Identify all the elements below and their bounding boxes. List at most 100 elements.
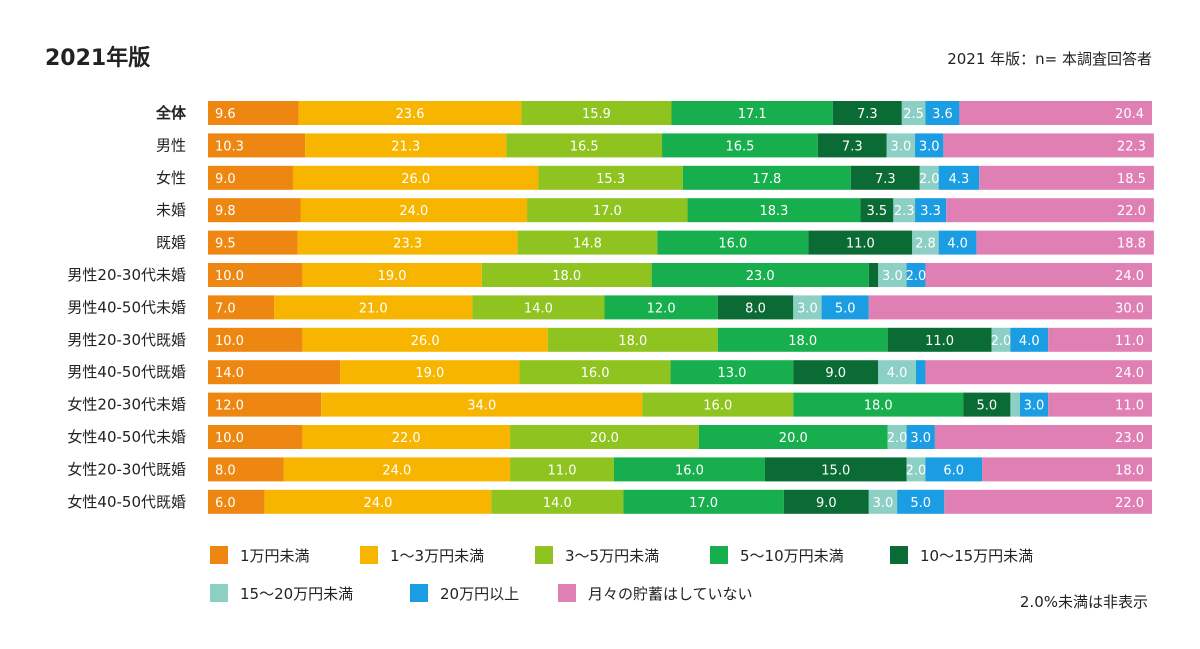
data-label: 15.0: [821, 463, 850, 478]
legend-row-2: 15～20万円未満 20万円以上 月々の貯蓄はしていない: [210, 583, 1070, 603]
category-label: 既婚: [156, 234, 186, 252]
legend-swatch: [360, 546, 378, 564]
data-label: 21.0: [359, 301, 388, 316]
data-label: 20.0: [779, 431, 808, 446]
data-label: 9.0: [816, 496, 837, 511]
data-label: 4.3: [949, 172, 970, 187]
bar-segment: [651, 263, 869, 287]
bar-segment: [915, 198, 947, 223]
bar-segment: [979, 165, 1154, 190]
data-label: 18.0: [864, 399, 893, 414]
bar-row: 男性40-50代既婚 14.0 19.0 16.0 13.0 9.0 4.0 24.0: [67, 360, 1152, 385]
data-label: 16.0: [718, 237, 747, 252]
data-label: 4.0: [947, 237, 968, 252]
bar-segment: [517, 230, 658, 255]
data-label: 24.0: [1115, 269, 1144, 284]
data-label: 10.3: [215, 139, 244, 154]
legend-row-1: 1万円未満 1～3万円未満 3～5万円未満 5～10万円未満 10～15万円未満: [210, 545, 1070, 565]
bar-segment: [481, 263, 652, 287]
category-label: 女性20-30代既婚: [67, 460, 186, 478]
bar-segment: [850, 165, 920, 190]
data-label: 4.0: [887, 366, 908, 381]
category-label: 男性40-50代未婚: [67, 298, 186, 316]
bar-row: 女性20-30代既婚 8.0 24.0 11.0 16.0 15.0 2.0 6.0 18.0: [67, 457, 1152, 482]
data-label: 9.0: [215, 172, 236, 187]
bar-row: 全体 9.6 23.6 15.9 17.1 7.3 2.5 3.6 20.4: [155, 101, 1152, 125]
bar-segment: [906, 457, 926, 482]
data-label: 16.0: [703, 399, 732, 414]
bar-segment: [208, 489, 265, 514]
bar-segment: [642, 392, 794, 417]
bar-segment: [906, 425, 935, 449]
data-label: 3.5: [866, 204, 887, 219]
legend-swatch: [210, 584, 228, 602]
data-label: 14.8: [573, 237, 602, 252]
bar-segment: [886, 133, 916, 158]
bar-row: 女性 9.0 26.0 15.3 17.8 7.3 2.0 4.3 18.5: [156, 165, 1154, 190]
bar-segment: [298, 101, 522, 125]
legend-item: 15～20万円未満: [210, 583, 410, 603]
data-label: 23.6: [396, 107, 425, 122]
data-label: 17.8: [752, 172, 781, 187]
bar-segment: [657, 230, 809, 255]
data-label: 18.5: [1117, 172, 1146, 187]
category-label: 全体: [155, 104, 187, 122]
bar-segment: [887, 425, 907, 449]
bar-segment: [963, 392, 1011, 417]
bar-segment: [208, 392, 322, 417]
data-label: 21.3: [391, 139, 420, 154]
legend-swatch: [710, 546, 728, 564]
data-label: 18.3: [759, 204, 788, 219]
bar-segment: [878, 360, 916, 385]
data-label: 20.4: [1115, 107, 1144, 122]
legend-swatch: [890, 546, 908, 564]
data-label: 7.0: [215, 301, 236, 316]
data-label: 11.0: [1115, 334, 1144, 349]
bar-segment: [510, 457, 614, 482]
data-label: 2.5: [903, 107, 924, 122]
legend-item: 1～3万円未満: [360, 545, 535, 565]
bar-segment: [991, 327, 1011, 352]
bar-segment: [868, 263, 879, 287]
data-label: 2.0: [906, 269, 927, 284]
legend-label: 5～10万円未満: [740, 546, 844, 565]
bar-segment: [687, 198, 861, 223]
bar-segment: [208, 198, 301, 223]
legend-item: 10～15万円未満: [890, 545, 1065, 565]
data-label: 14.0: [524, 301, 553, 316]
data-label: 34.0: [467, 399, 496, 414]
bar-segment: [976, 230, 1154, 255]
bar-segment: [623, 489, 784, 514]
bar-segment: [934, 425, 1152, 449]
bar-row: 既婚 9.5 23.3 14.8 16.0 11.0 2.8 4.0 18.8: [156, 230, 1154, 255]
data-label: 2.3: [894, 204, 915, 219]
data-label: 2.0: [991, 334, 1012, 349]
bar-segment: [1019, 392, 1049, 417]
bar-segment: [302, 425, 511, 449]
data-label: 3.0: [919, 139, 940, 154]
data-label: 26.0: [411, 334, 440, 349]
bar-segment: [491, 489, 624, 514]
category-label: 女性40-50代未婚: [67, 428, 186, 446]
bar-segment: [208, 133, 306, 158]
data-label: 18.0: [788, 334, 817, 349]
data-label: 3.0: [891, 139, 912, 154]
bar-segment: [1048, 392, 1152, 417]
bar-segment: [717, 327, 888, 352]
legend-item: 20万円以上: [410, 583, 558, 603]
bar-segment: [521, 101, 672, 125]
bar-segment: [613, 457, 765, 482]
data-label: 9.8: [215, 204, 236, 219]
data-label: 18.0: [1115, 463, 1144, 478]
data-label: 13.0: [717, 366, 746, 381]
data-label: 19.0: [378, 269, 407, 284]
legend-item: 月々の貯蓄はしていない: [558, 583, 818, 603]
bar-segment: [919, 165, 939, 190]
bar-segment: [925, 263, 1152, 287]
data-label: 11.0: [846, 237, 875, 252]
data-label: 23.0: [746, 269, 775, 284]
bar-row: 女性20-30代未婚 12.0 34.0 16.0 18.0 5.0 3.0 11.0: [67, 392, 1152, 417]
data-label: 5.0: [976, 399, 997, 414]
data-label: 24.0: [399, 204, 428, 219]
data-label: 22.3: [1117, 139, 1146, 154]
